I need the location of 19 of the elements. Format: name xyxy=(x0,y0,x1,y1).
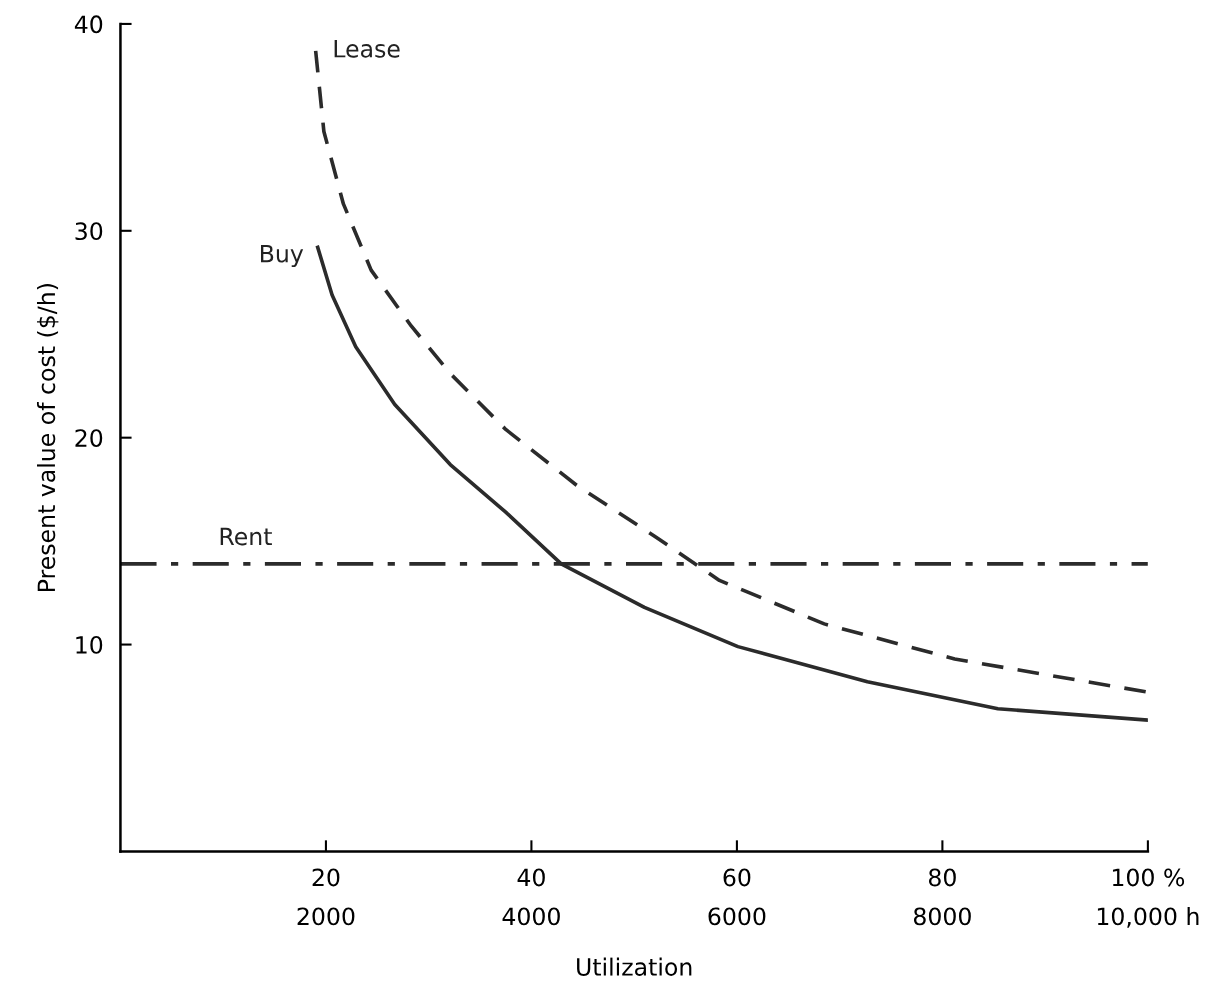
x2-tick-label: 4000 xyxy=(502,907,560,926)
x2-tick-label: 6000 xyxy=(708,907,766,926)
x-tick-label: 40 xyxy=(517,868,545,887)
y-axis-title: Present value of cost ($/h) xyxy=(36,284,59,591)
y-tick-label: 20 xyxy=(75,429,103,447)
x2-tick-label: 2000 xyxy=(297,907,355,926)
series-label: Lease xyxy=(334,40,400,58)
y-tick-label: 40 xyxy=(74,15,103,34)
x-tick-label: 100 % xyxy=(1112,868,1185,887)
x-tick-label: 20 xyxy=(312,868,340,887)
series-label: Buy xyxy=(261,244,304,268)
x2-tick-label: 8000 xyxy=(913,907,971,926)
x-tick-label: 80 xyxy=(928,868,956,887)
y-tick-label: 10 xyxy=(76,636,103,654)
series-label: Rent xyxy=(220,527,272,546)
x-tick-label: 60 xyxy=(723,868,751,887)
x2-tick-label: 10,000 h xyxy=(1097,906,1199,928)
y-tick-label: 30 xyxy=(75,222,103,241)
x-axis-title: Utilization xyxy=(577,957,692,976)
